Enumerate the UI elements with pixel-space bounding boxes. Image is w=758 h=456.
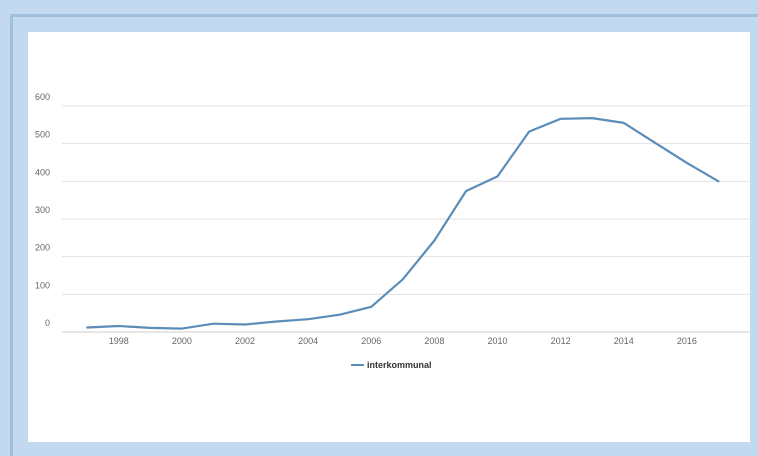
data-point[interactable]: [591, 117, 594, 119]
data-point[interactable]: [212, 322, 215, 325]
data-point[interactable]: [717, 180, 720, 183]
x-tick-label: 2016: [677, 336, 697, 346]
x-tick-label: 1998: [109, 336, 129, 346]
data-point[interactable]: [402, 278, 404, 281]
data-point[interactable]: [686, 162, 688, 164]
y-tick-label: 400: [35, 167, 50, 177]
data-point[interactable]: [528, 130, 530, 133]
data-point[interactable]: [654, 142, 657, 144]
data-point[interactable]: [149, 327, 152, 329]
x-tick-label: 2004: [298, 336, 318, 346]
x-tick-label: 2010: [488, 336, 508, 346]
series-lines: [86, 116, 720, 330]
x-tick-label: 2000: [172, 336, 192, 346]
legend-label[interactable]: interkommunal: [367, 360, 432, 370]
data-point[interactable]: [338, 313, 341, 316]
data-point[interactable]: [433, 239, 436, 242]
y-tick-label: 200: [35, 243, 50, 253]
y-tick-label: 300: [35, 205, 50, 215]
legend[interactable]: interkommunal: [351, 360, 432, 370]
data-point[interactable]: [465, 190, 467, 192]
data-point[interactable]: [496, 175, 499, 178]
data-point[interactable]: [275, 320, 278, 323]
y-tick-label: 0: [45, 318, 50, 328]
data-point[interactable]: [86, 326, 89, 329]
y-axis-ticks: 0 100 200 300 400 500 600: [35, 92, 50, 328]
data-point[interactable]: [244, 323, 246, 326]
y-tick-label: 100: [35, 280, 50, 290]
x-tick-label: 2012: [551, 336, 571, 346]
data-point[interactable]: [370, 305, 373, 308]
y-tick-label: 600: [35, 92, 50, 102]
gridlines: [62, 105, 750, 333]
x-tick-label: 2006: [361, 336, 381, 346]
x-tick-label: 2008: [424, 336, 444, 346]
y-tick-label: 500: [35, 130, 50, 140]
x-axis-ticks: 1998 2000 2002 2004 2006 2008 2010 2012 2014 2016: [109, 336, 697, 346]
x-tick-label: 2002: [235, 336, 255, 346]
data-point[interactable]: [622, 122, 625, 124]
series-line-interkommunal[interactable]: [86, 116, 720, 330]
data-point[interactable]: [559, 118, 562, 120]
data-point[interactable]: [307, 318, 309, 320]
chart-panel: [28, 32, 750, 442]
data-point[interactable]: [118, 325, 120, 327]
data-point[interactable]: [181, 327, 183, 330]
x-tick-label: 2014: [614, 336, 634, 346]
